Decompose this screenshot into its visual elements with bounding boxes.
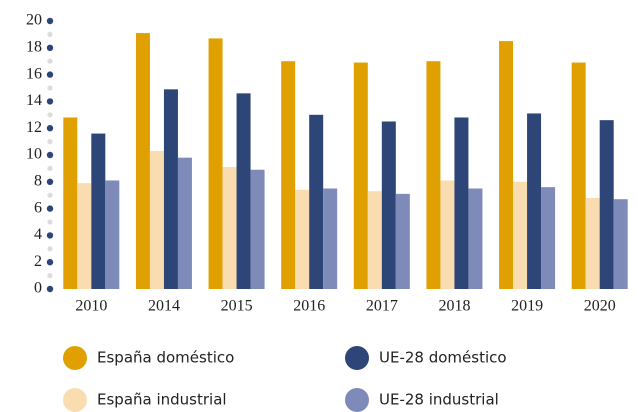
x-tick-label: 2016 bbox=[293, 298, 325, 315]
axis-dot bbox=[47, 58, 53, 64]
y-tick-label: 4 bbox=[34, 226, 42, 243]
y-tick-dot bbox=[46, 98, 54, 105]
bar bbox=[613, 199, 628, 289]
bar bbox=[163, 89, 178, 289]
bar bbox=[599, 120, 614, 289]
y-tick-label: 6 bbox=[34, 199, 42, 216]
y-tick-label: 8 bbox=[34, 172, 42, 189]
x-tick-label: 2010 bbox=[75, 298, 107, 315]
x-tick-label: 2017 bbox=[366, 298, 398, 315]
legend-label: UE-28 industrial bbox=[379, 391, 499, 409]
bar bbox=[77, 183, 92, 289]
axis-dot bbox=[47, 112, 53, 118]
y-tick-dot bbox=[46, 125, 54, 132]
y-tick-dot bbox=[46, 17, 54, 25]
y-tick-label: 18 bbox=[26, 38, 42, 55]
bar bbox=[250, 169, 265, 289]
y-tick-label: 0 bbox=[34, 280, 42, 297]
y-tick-label: 20 bbox=[26, 12, 42, 29]
bar bbox=[381, 121, 396, 289]
y-tick-dot bbox=[46, 44, 54, 51]
y-tick-dot bbox=[46, 151, 54, 159]
bar bbox=[149, 150, 164, 289]
y-tick-label: 14 bbox=[26, 92, 42, 109]
bar bbox=[395, 193, 410, 289]
legend-label: España industrial bbox=[97, 391, 227, 409]
bar bbox=[571, 62, 586, 289]
axis-dot bbox=[47, 246, 53, 252]
bar bbox=[585, 197, 600, 289]
y-tick-dot bbox=[46, 205, 54, 212]
bar bbox=[91, 133, 106, 289]
bar bbox=[440, 180, 455, 289]
bar bbox=[105, 180, 120, 289]
axis-dot bbox=[47, 139, 53, 145]
bar bbox=[426, 61, 441, 290]
bar bbox=[323, 188, 338, 289]
y-tick-label: 2 bbox=[34, 253, 42, 270]
axis-dot bbox=[47, 273, 53, 279]
bar bbox=[541, 187, 556, 289]
bar bbox=[295, 189, 310, 289]
legend-marker bbox=[345, 346, 369, 370]
bar bbox=[353, 62, 368, 289]
y-tick-label: 16 bbox=[26, 65, 42, 82]
bar bbox=[513, 181, 528, 289]
bar bbox=[468, 188, 483, 289]
legend-marker bbox=[63, 346, 87, 370]
bar bbox=[454, 117, 469, 289]
bar bbox=[281, 61, 296, 290]
bar bbox=[177, 157, 192, 289]
bar bbox=[135, 33, 150, 290]
bar bbox=[309, 114, 324, 289]
bar bbox=[222, 167, 237, 289]
axis-dot bbox=[47, 85, 53, 91]
axis-dot bbox=[47, 192, 53, 198]
bar bbox=[499, 41, 514, 289]
x-tick-label: 2014 bbox=[148, 298, 180, 315]
legend-label: España doméstico bbox=[97, 349, 234, 367]
x-tick-label: 2019 bbox=[511, 298, 543, 315]
axis-dot bbox=[47, 165, 53, 171]
y-tick-dot bbox=[46, 178, 54, 185]
bar bbox=[63, 117, 78, 289]
legend-label: UE-28 doméstico bbox=[379, 349, 507, 367]
legend-marker bbox=[345, 388, 369, 412]
x-tick-label: 2020 bbox=[584, 298, 616, 315]
legend-marker bbox=[63, 388, 87, 412]
y-tick-label: 12 bbox=[26, 119, 42, 136]
y-tick-dot bbox=[46, 71, 54, 78]
axis-dot bbox=[47, 31, 53, 37]
bar bbox=[367, 191, 382, 289]
bar bbox=[527, 113, 542, 290]
y-tick-dot bbox=[46, 285, 54, 293]
axis-dot bbox=[47, 219, 53, 225]
y-tick-dot bbox=[46, 232, 54, 239]
bar bbox=[208, 38, 223, 289]
y-tick-dot bbox=[46, 259, 54, 266]
x-tick-label: 2018 bbox=[438, 298, 470, 315]
bar bbox=[236, 93, 251, 289]
y-tick-label: 10 bbox=[26, 146, 42, 163]
x-tick-label: 2015 bbox=[221, 298, 253, 315]
